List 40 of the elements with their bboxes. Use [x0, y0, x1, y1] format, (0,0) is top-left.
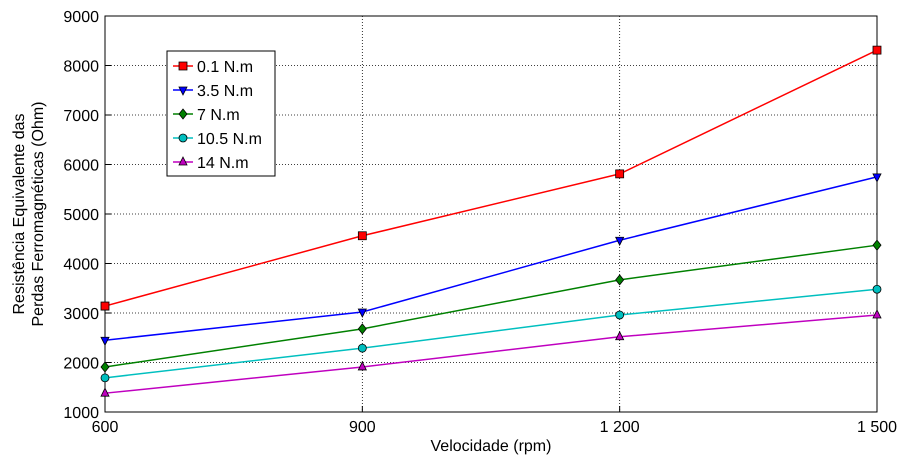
x-tick-label: 1 500 [856, 419, 898, 436]
point [615, 274, 624, 286]
y-tick-label: 4000 [63, 256, 100, 274]
point [615, 310, 624, 320]
point [872, 240, 882, 251]
point [100, 302, 110, 310]
y-tick-label: 8000 [63, 58, 100, 76]
y-tick-label: 3000 [63, 306, 100, 323]
point [100, 373, 110, 382]
legend-label: 14 N.m [197, 155, 249, 172]
y-axis-title: Resistência Equivalente das Perdas Ferromagnéticas (Ohm) [11, 102, 47, 326]
point [872, 46, 882, 55]
point [615, 331, 624, 340]
point [358, 323, 367, 334]
legend-label: 0.1 N.m [197, 59, 254, 76]
y-tick-label: 2000 [63, 356, 100, 372]
legend-label: 10.5 N.m [197, 131, 262, 148]
legend-label: 3.5 N.m [197, 83, 254, 100]
point [872, 284, 882, 294]
point [615, 236, 624, 246]
point [100, 388, 110, 397]
y-tick-label: 7000 [63, 108, 100, 125]
y-tick-label: 6000 [63, 158, 100, 174]
x-tick-label: 900 [348, 419, 376, 436]
x-tick-label: 1 200 [600, 419, 640, 436]
y-tick-label: 1000 [63, 405, 100, 422]
y-tick-label: 9000 [63, 9, 100, 26]
point [615, 170, 624, 178]
point [358, 308, 367, 318]
legend-label: 7 N.m [197, 107, 240, 124]
point [872, 310, 882, 318]
point [100, 362, 110, 372]
point [358, 344, 367, 353]
point [358, 362, 367, 370]
x-axis-title: Velocidade (rpm) [430, 438, 552, 455]
point [872, 173, 882, 182]
point [358, 231, 367, 240]
x-tick-label: 600 [92, 419, 118, 436]
y-tick-label: 5000 [63, 207, 100, 224]
point [100, 336, 110, 346]
